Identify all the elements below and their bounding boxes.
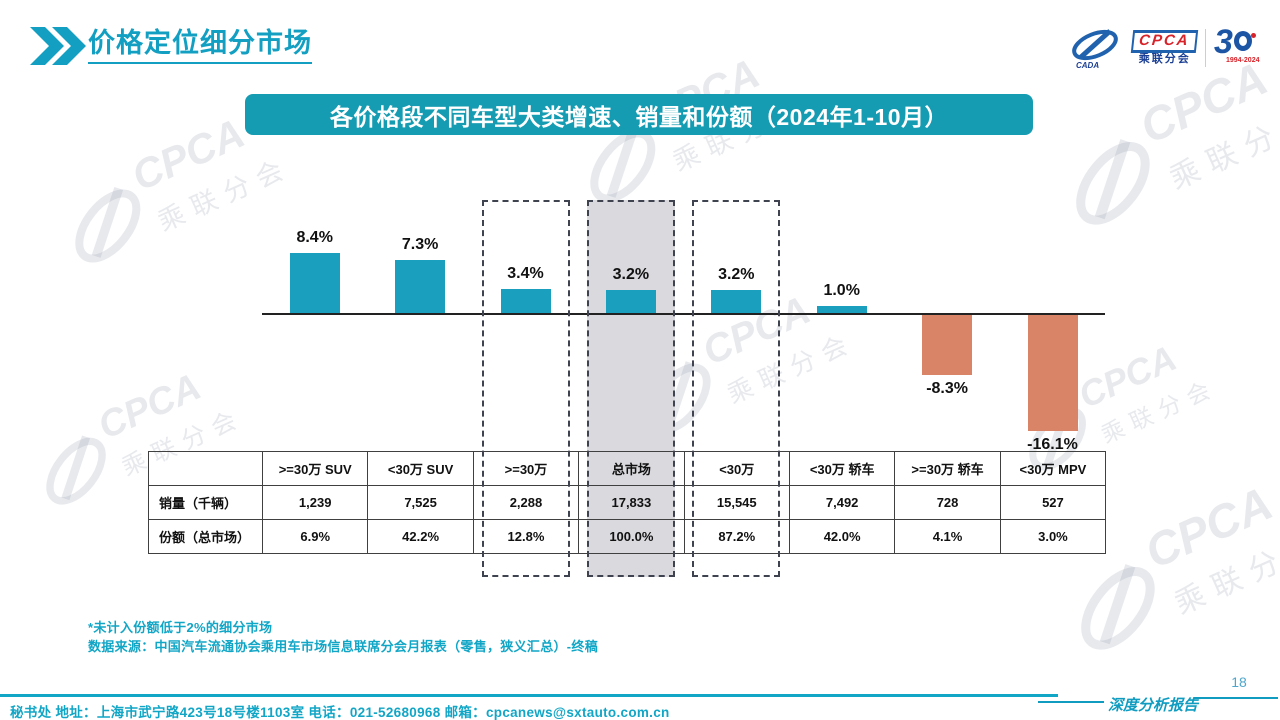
footer-divider bbox=[0, 694, 1058, 697]
column-header: >=30万 SUV bbox=[261, 451, 369, 486]
table-row: 销量（千辆） 1,239 7,525 2,288 17,833 15,545 7,492 72… bbox=[148, 485, 1107, 520]
anniversary-30-logo: 3 1994-2024 bbox=[1214, 23, 1266, 69]
bar->=30万 bbox=[500, 288, 551, 313]
table-cell: 87.2% bbox=[683, 519, 790, 554]
bar->=30万 轿车 bbox=[922, 315, 973, 375]
bar-value-label: 3.2% bbox=[718, 265, 755, 283]
chart-title-banner: 各价格段不同车型大类增速、销量和份额（2024年1-10月） bbox=[245, 94, 1033, 135]
table-cell: 7,525 bbox=[367, 485, 474, 520]
bar-<30万 MPV bbox=[1027, 315, 1078, 431]
bar-<30万 SUV bbox=[395, 260, 446, 313]
cpca-wordmark: CPCA 乘联分会 bbox=[1131, 30, 1199, 66]
column-header: >=30万 bbox=[472, 451, 580, 486]
segment-table: >=30万 SUV <30万 SUV >=30万 总市场 <30万 <30万 轿车 >=30… bbox=[148, 451, 1107, 554]
page-number: 18 bbox=[1231, 674, 1247, 690]
page-title: 价格定位细分市场 bbox=[88, 27, 312, 64]
bar-总市场 bbox=[605, 289, 656, 313]
bar-value-label: 7.3% bbox=[401, 236, 439, 254]
table-cell: 6.9% bbox=[261, 519, 369, 554]
table-cell: 7,492 bbox=[788, 485, 896, 520]
x-axis-line bbox=[262, 313, 1106, 315]
table-cell: 527 bbox=[999, 485, 1107, 520]
logo-divider bbox=[1205, 29, 1206, 67]
bar-<30万 轿车 bbox=[816, 305, 867, 313]
double-chevron-icon bbox=[30, 27, 86, 65]
table-cell: 728 bbox=[894, 485, 1001, 520]
column-header: <30万 MPV bbox=[999, 451, 1107, 486]
table-cell: 1,239 bbox=[261, 485, 369, 520]
row-header: 份额（总市场） bbox=[148, 519, 263, 554]
bar-<30万 bbox=[711, 289, 762, 313]
cpca-text: CPCA bbox=[1138, 32, 1191, 49]
table-cell: 100.0% bbox=[578, 519, 685, 554]
table-cell: 2,288 bbox=[472, 485, 580, 520]
table-cell: 3.0% bbox=[999, 519, 1107, 554]
bar-value-label: 8.4% bbox=[296, 228, 333, 246]
page-number-underline bbox=[1194, 697, 1278, 699]
anniversary-number: 3 bbox=[1214, 23, 1233, 61]
emblem-caption: CADA bbox=[1076, 61, 1099, 70]
table-cell: 4.1% bbox=[894, 519, 1001, 554]
anniversary-dot-icon bbox=[1251, 33, 1256, 38]
column-header: >=30万 轿车 bbox=[894, 451, 1001, 486]
bar-value-label: 3.2% bbox=[612, 265, 650, 283]
column-header: <30万 bbox=[683, 451, 790, 486]
footnote-line1: *未计入份额低于2%的细分市场 bbox=[88, 620, 273, 635]
highlight-dashed-box-总市场 bbox=[586, 200, 675, 577]
bar->=30万 SUV bbox=[289, 252, 340, 313]
column-header: <30万 轿车 bbox=[788, 451, 896, 486]
bar-value-label: -16.1% bbox=[1027, 435, 1078, 453]
logo-group: CADA CPCA 乘联分会 3 1994-2024 bbox=[1068, 23, 1266, 70]
cpca-emblem-icon: CADA bbox=[1072, 29, 1119, 70]
column-header: 总市场 bbox=[578, 451, 685, 486]
table-cell: 42.0% bbox=[788, 519, 896, 554]
footnote-line2: 数据来源：中国汽车流通协会乘用车市场信息联席分会月报表（零售，狭义汇总）-终稿 bbox=[88, 639, 599, 654]
bar-value-label: 1.0% bbox=[823, 281, 860, 299]
report-label: 深度分析报告 bbox=[1108, 698, 1199, 714]
bar-value-label: 3.4% bbox=[507, 264, 544, 282]
highlight-dashed-box-<30万 bbox=[692, 200, 781, 577]
highlight-dashed-box->=30万 bbox=[481, 200, 570, 577]
table-row: 份额（总市场） 6.9% 42.2% 12.8% 100.0% 87.2% 42.0% 4.1… bbox=[148, 519, 1107, 554]
table-row: >=30万 SUV <30万 SUV >=30万 总市场 <30万 <30万 轿车 >=30… bbox=[148, 451, 1107, 486]
bar-value-label: -8.3% bbox=[926, 379, 968, 397]
table-corner-cell bbox=[148, 451, 263, 486]
anniversary-years: 1994-2024 bbox=[1226, 57, 1260, 64]
footer-contact: 秘书处 地址：上海市武宁路423号18号楼1103室 电话：021-526809… bbox=[10, 705, 670, 720]
report-label-left-line bbox=[1038, 701, 1104, 703]
row-header: 销量（千辆） bbox=[148, 485, 263, 520]
cpca-box: CPCA bbox=[1131, 30, 1199, 53]
cpca-subtitle: 乘联分会 bbox=[1138, 53, 1191, 65]
anniversary-ring-icon bbox=[1234, 31, 1252, 51]
column-header: <30万 SUV bbox=[367, 451, 474, 486]
table-cell: 42.2% bbox=[367, 519, 474, 554]
